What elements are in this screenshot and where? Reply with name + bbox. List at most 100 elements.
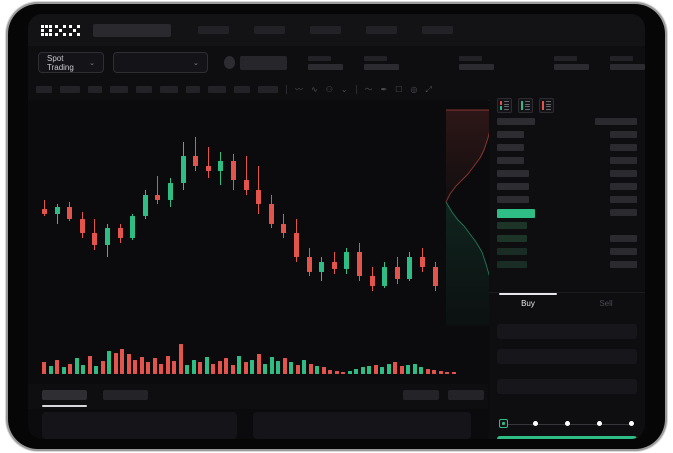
ask-size [610,131,637,138]
order-book-ask-row[interactable] [497,183,637,192]
bottom-action-0[interactable] [403,390,439,400]
stat-value [554,63,590,70]
chart-interval-button-5[interactable] [160,86,178,93]
volume-bar [113,353,118,374]
volume-bar [334,371,339,374]
bottom-tab-1[interactable] [103,390,148,400]
candle-body [168,182,173,200]
header-nav-item-1[interactable] [254,26,285,34]
orderbook-both-icon[interactable] [497,98,512,113]
chart-interval-button-6[interactable] [186,86,200,93]
trading-pair-selector[interactable]: ⌄ [113,52,208,73]
candlestick-chart[interactable] [28,100,488,332]
bid-price [497,261,527,268]
camera-icon[interactable]: ☐ [395,85,403,94]
chart-interval-button-7[interactable] [208,86,226,93]
slider-step-100[interactable] [629,421,634,426]
ask-size [610,170,637,177]
slider-step-50[interactable] [565,421,570,426]
market-type-selector[interactable]: Spot Trading ⌄ [38,52,105,73]
chart-interval-button-4[interactable] [136,86,152,93]
volume-bar [432,370,436,374]
header-nav-item-3[interactable] [366,26,397,34]
order-book-bid-row[interactable] [497,235,637,244]
volume-bar [282,358,287,374]
order-book-bid-row[interactable] [497,222,637,231]
order-book-ask-row[interactable] [497,157,637,166]
magnet-icon[interactable]: ✒ [380,85,388,94]
volume-bar [328,370,332,374]
orderbook-asks-icon[interactable] [539,98,554,113]
settings-gear-icon[interactable]: ◎ [410,85,418,94]
volume-bar [211,363,215,374]
line-chart-icon[interactable]: 〜 [364,85,373,94]
market-depth-overlay [440,102,500,334]
chart-interval-button-9[interactable] [258,86,278,93]
chart-interval-button-2[interactable] [88,86,102,93]
bottom-panel-1[interactable] [253,412,471,439]
volume-bar [425,368,430,374]
candle-body [432,266,438,286]
orderbook-bids-icon[interactable] [518,98,533,113]
bottom-action-1[interactable] [448,390,484,400]
chevron-down-icon[interactable]: ⌄ [340,85,348,94]
header-primary-item[interactable] [93,23,171,37]
alert-icon[interactable]: ⚇ [325,85,333,94]
bottom-panel-0[interactable] [42,412,237,439]
toolbar-divider [355,85,357,94]
candle [67,100,73,332]
submit-buy-button[interactable] [497,436,637,439]
order-type-field[interactable] [497,324,637,339]
volume-bar [276,360,280,374]
ask-price [497,131,524,138]
fullscreen-icon[interactable]: ⤢ [425,84,432,94]
bottom-tab-0[interactable] [42,390,87,400]
chart-interval-button-8[interactable] [234,86,250,93]
slider-handle[interactable] [499,419,508,428]
volume-bar [237,355,241,374]
candle-body [67,206,73,219]
okx-logo[interactable] [41,24,80,36]
candle-body [92,233,98,246]
order-book-bid-row[interactable] [497,261,637,270]
ask-price [497,144,524,151]
price-field[interactable] [497,349,637,364]
volume-bar [87,355,92,374]
candle [218,100,224,332]
slider-step-75[interactable] [597,421,602,426]
ticker-stat-1 [364,55,400,70]
last-price-row[interactable] [497,209,637,218]
tab-sell[interactable]: Sell [599,299,613,308]
order-book-ask-row[interactable] [497,170,637,179]
compare-icon[interactable]: ∿ [311,85,318,94]
ask-size [610,157,637,164]
orderbook-view-toggles [497,98,554,113]
order-book-ask-row[interactable] [497,196,637,205]
header-nav-item-0[interactable] [198,26,229,34]
volume-bar [438,371,443,374]
chart-interval-button-3[interactable] [110,86,128,93]
slider-step-25[interactable] [533,421,538,426]
header-nav-item-4[interactable] [422,26,453,34]
candle-wick [44,199,45,217]
order-book-ask-row[interactable] [497,144,637,153]
chart-interval-button-0[interactable] [36,86,52,93]
chevron-down-icon: ⌄ [89,59,96,67]
order-book-bid-row[interactable] [497,248,637,257]
order-book-ask-row[interactable] [497,118,637,127]
order-book-ask-row[interactable] [497,131,637,140]
ask-size [610,183,637,190]
volume-bar [393,362,397,374]
candle [92,100,98,332]
chart-interval-button-1[interactable] [60,86,80,93]
indicators-icon[interactable]: 〰 [295,85,303,94]
candle [281,100,287,332]
order-book-rows[interactable] [497,118,637,274]
ticker-pair-name[interactable] [240,55,288,70]
tab-buy[interactable]: Buy [521,299,535,308]
header-nav-item-2[interactable] [310,26,341,34]
candle-wick [245,156,247,195]
volume-bar [412,363,417,374]
amount-slider[interactable] [499,419,635,429]
amount-field[interactable] [497,379,637,394]
